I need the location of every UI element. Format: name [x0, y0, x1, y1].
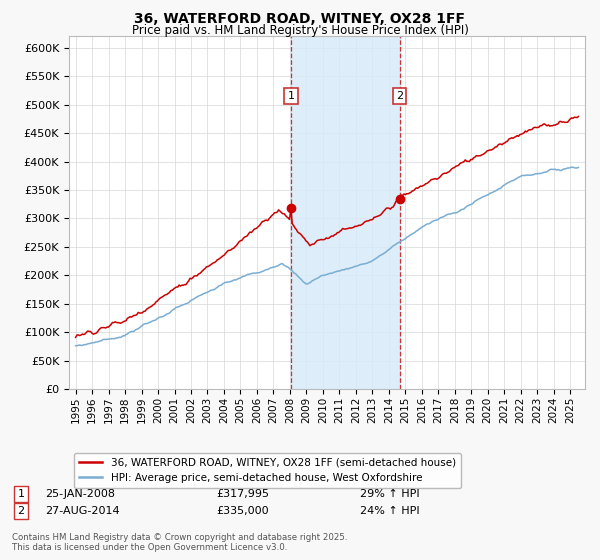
Text: 2: 2	[396, 91, 403, 101]
Text: 27-AUG-2014: 27-AUG-2014	[45, 506, 119, 516]
Text: 1: 1	[17, 489, 25, 499]
Text: 36, WATERFORD ROAD, WITNEY, OX28 1FF: 36, WATERFORD ROAD, WITNEY, OX28 1FF	[134, 12, 466, 26]
Text: 24% ↑ HPI: 24% ↑ HPI	[360, 506, 419, 516]
Text: 1: 1	[287, 91, 295, 101]
Text: £335,000: £335,000	[216, 506, 269, 516]
Bar	[291, 36, 400, 389]
Text: 29% ↑ HPI: 29% ↑ HPI	[360, 489, 419, 499]
Text: 25-JAN-2008: 25-JAN-2008	[45, 489, 115, 499]
Text: Contains HM Land Registry data © Crown copyright and database right 2025.
This d: Contains HM Land Registry data © Crown c…	[12, 533, 347, 552]
Text: Price paid vs. HM Land Registry's House Price Index (HPI): Price paid vs. HM Land Registry's House …	[131, 24, 469, 37]
Legend: 36, WATERFORD ROAD, WITNEY, OX28 1FF (semi-detached house), HPI: Average price, : 36, WATERFORD ROAD, WITNEY, OX28 1FF (se…	[74, 452, 461, 488]
Text: 2: 2	[17, 506, 25, 516]
Text: £317,995: £317,995	[216, 489, 269, 499]
